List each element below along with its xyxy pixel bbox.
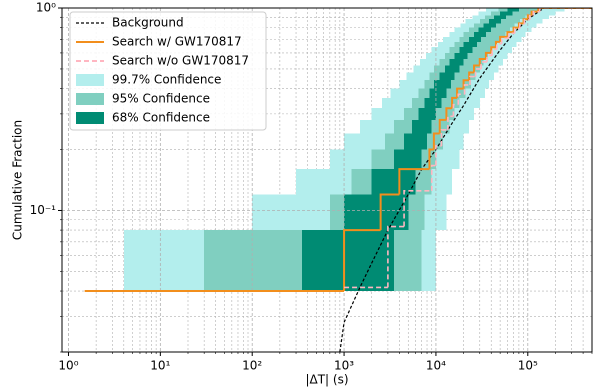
- x-tick-label: 10⁵: [518, 359, 538, 373]
- confidence-band: [412, 119, 432, 134]
- x-tick-label: 10⁰: [58, 359, 78, 373]
- legend-swatch: [76, 74, 104, 86]
- step-line: [403, 190, 432, 227]
- confidence-band: [489, 19, 501, 24]
- step-line: [522, 18, 528, 24]
- x-axis-label: |ΔT| (s): [305, 373, 348, 387]
- step-line: [343, 229, 381, 292]
- confidence-band: [500, 11, 513, 16]
- step-line: [457, 93, 465, 105]
- confidence-band: [474, 32, 486, 37]
- step-line: [496, 42, 502, 50]
- step-line: [463, 84, 471, 95]
- step-line: [432, 132, 440, 150]
- step-line: [532, 10, 540, 16]
- step-line: [379, 193, 400, 231]
- plot-frame: [61, 7, 593, 353]
- confidence-band: [478, 27, 492, 33]
- step-line: [480, 61, 488, 69]
- confidence-band: [439, 72, 455, 81]
- confidence-band: [433, 80, 451, 89]
- step-line: [517, 22, 524, 28]
- step-line: [494, 40, 501, 48]
- step-line: [462, 79, 470, 89]
- confidence-band: [483, 23, 496, 28]
- step-line: [512, 26, 519, 33]
- step-line: [473, 64, 480, 73]
- confidence-band: [507, 8, 519, 12]
- step-line: [451, 96, 458, 109]
- step-line: [500, 37, 509, 44]
- step-line: [474, 68, 482, 77]
- step-line: [519, 23, 525, 29]
- step-line: [478, 57, 486, 66]
- step-line: [428, 148, 434, 170]
- step-line: [530, 10, 539, 16]
- y-axis-label: Cumulative Fraction: [11, 120, 25, 240]
- x-tick-label: 10⁴: [426, 359, 446, 373]
- step-line: [528, 14, 534, 20]
- step-line: [538, 8, 592, 12]
- step-line: [438, 118, 447, 134]
- step-line: [387, 225, 405, 288]
- step-line: [452, 103, 459, 117]
- confidence-band: [463, 41, 478, 48]
- confidence-band: [429, 88, 447, 98]
- step-line: [537, 8, 592, 12]
- x-tick-label: 10³: [334, 359, 354, 373]
- step-line: [499, 35, 508, 42]
- step-line: [469, 75, 476, 85]
- confidence-band: [454, 52, 468, 59]
- y-tick-label: 10⁻¹: [30, 203, 57, 217]
- legend-swatch: [76, 93, 104, 105]
- confidence-band: [302, 230, 395, 292]
- y-tick-label: 10⁰: [36, 1, 56, 15]
- x-tick-label: 10¹: [150, 359, 170, 373]
- confidence-band: [394, 149, 422, 170]
- step-line: [484, 51, 492, 59]
- step-line: [456, 87, 464, 98]
- step-line: [507, 32, 515, 39]
- confidence-band: [424, 97, 442, 109]
- confidence-band: [444, 65, 460, 73]
- step-line: [440, 129, 448, 146]
- confidence-band: [371, 169, 416, 195]
- confidence-band: [469, 36, 482, 42]
- step-line: [447, 115, 454, 130]
- legend-label: Background: [112, 16, 184, 30]
- x-tick-label: 10²: [242, 359, 262, 373]
- confidence-band: [418, 108, 436, 120]
- confidence-band: [404, 133, 428, 150]
- legend-label: Search w/ GW170817: [112, 35, 242, 49]
- legend-label: 99.7% Confidence: [112, 73, 221, 87]
- step-line: [506, 31, 514, 37]
- step-line: [490, 46, 496, 53]
- step-line: [430, 164, 436, 191]
- step-line: [491, 48, 497, 56]
- confidence-band: [459, 47, 473, 53]
- confidence-band: [449, 58, 464, 66]
- legend-label: 68% Confidence: [112, 111, 210, 125]
- confidence-band: [494, 15, 507, 20]
- step-line: [435, 145, 442, 166]
- legend-label: 95% Confidence: [112, 92, 210, 106]
- legend-label: Search w/o GW170817: [112, 54, 249, 68]
- step-line: [513, 27, 520, 34]
- legend-swatch: [76, 112, 104, 124]
- step-line: [445, 107, 453, 120]
- step-line: [486, 54, 493, 62]
- step-line: [523, 18, 530, 25]
- step-line: [398, 168, 430, 195]
- legend-box: [69, 11, 267, 131]
- step-line: [468, 71, 475, 81]
